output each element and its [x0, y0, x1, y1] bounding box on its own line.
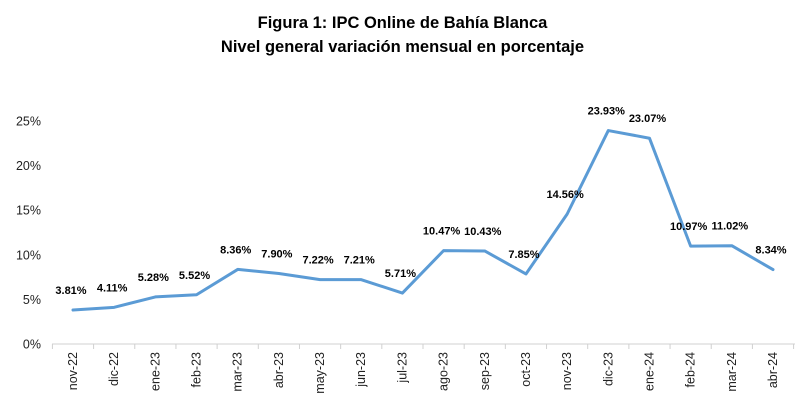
data-point	[401, 291, 404, 295]
data-point	[565, 212, 569, 216]
data-point	[442, 249, 445, 252]
data-label: 8.36%	[220, 244, 251, 256]
y-tick-label: 20%	[16, 159, 41, 173]
x-tick-label: oct-23	[519, 352, 533, 387]
x-tick-label: ene-24	[642, 352, 656, 391]
x-tick-label: sep-23	[478, 352, 492, 390]
data-label: 7.21%	[344, 255, 375, 267]
data-point	[318, 278, 322, 281]
data-label: 8.34%	[755, 245, 786, 257]
chart-title: Figura 1: IPC Online de Bahía Blanca	[257, 14, 548, 32]
data-label: 5.52%	[179, 270, 210, 282]
data-label: 7.90%	[261, 249, 292, 261]
x-tick-label: feb-24	[684, 352, 698, 387]
y-tick-label: 15%	[16, 204, 41, 218]
data-label: 10.47%	[423, 226, 461, 238]
data-label: 14.56%	[546, 189, 584, 201]
data-label: 5.28%	[138, 272, 169, 284]
data-point	[277, 272, 281, 275]
data-label: 7.22%	[302, 255, 333, 267]
data-label: 10.43%	[464, 226, 502, 238]
data-label: 7.85%	[508, 249, 539, 261]
data-point	[648, 137, 651, 140]
x-tick-label: nov-23	[560, 352, 574, 390]
x-tick-label: dic-22	[107, 352, 121, 386]
x-tick-label: mar-24	[725, 352, 739, 392]
y-tick-label: 10%	[16, 248, 41, 262]
y-tick-label: 0%	[23, 338, 41, 352]
data-label: 23.93%	[588, 106, 626, 118]
data-label: 5.71%	[385, 268, 416, 280]
x-tick-label: feb-23	[190, 352, 204, 387]
data-label: 4.11%	[97, 282, 128, 294]
data-point	[236, 268, 239, 271]
data-point	[483, 249, 486, 253]
x-tick-label: ene-23	[148, 352, 162, 391]
data-label: 11.02%	[711, 221, 748, 233]
x-tick-label: abr-23	[272, 352, 286, 388]
data-point	[71, 308, 75, 312]
y-tick-label: 5%	[23, 293, 41, 307]
data-label: 10.97%	[670, 221, 708, 233]
data-label: 3.81%	[55, 285, 86, 297]
x-tick-label: abr-24	[766, 352, 780, 388]
chart-subtitle: Nivel general variación mensual en porce…	[220, 38, 585, 56]
data-point	[154, 295, 157, 299]
data-point	[195, 293, 198, 296]
data-point	[524, 272, 528, 276]
data-label: 23.07%	[629, 113, 667, 125]
x-tick-label: mar-23	[231, 352, 245, 392]
x-tick-label: nov-22	[66, 352, 80, 390]
x-tick-label: may-23	[313, 352, 327, 394]
data-point	[771, 268, 775, 271]
x-tick-label: dic-23	[601, 352, 615, 386]
data-point	[689, 244, 692, 248]
y-tick-label: 25%	[16, 115, 41, 129]
data-point	[607, 129, 610, 132]
data-point	[112, 306, 116, 309]
x-tick-label: jun-23	[354, 352, 368, 388]
x-tick-label: jul-23	[395, 352, 409, 384]
x-tick-label: ago-23	[437, 352, 451, 391]
data-point	[360, 278, 363, 281]
data-point	[730, 244, 734, 247]
series-line	[71, 129, 775, 312]
